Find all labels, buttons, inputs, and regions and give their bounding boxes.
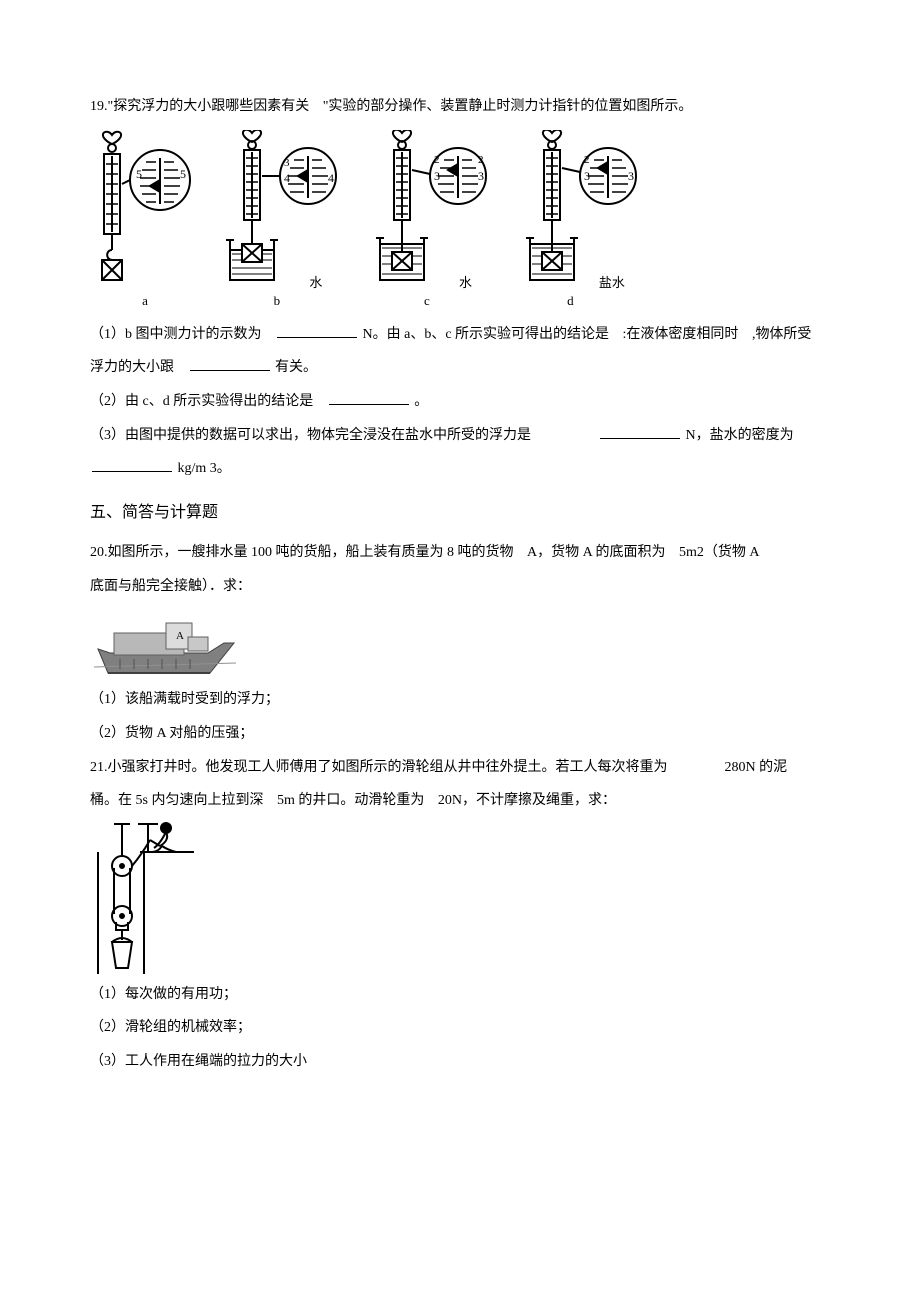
q20-p2: （2）货物 A 对船的压强； xyxy=(90,717,840,751)
svg-text:3: 3 xyxy=(584,169,590,183)
svg-text:4: 4 xyxy=(328,171,334,185)
blank xyxy=(190,356,270,371)
q20-p1: （1）该船满载时受到的浮力； xyxy=(90,683,840,717)
q21-p3: （3）工人作用在绳端的拉力的大小 xyxy=(90,1045,840,1079)
svg-text:A: A xyxy=(176,630,184,642)
blank xyxy=(277,323,357,338)
blank xyxy=(600,424,680,439)
svg-text:2: 2 xyxy=(478,154,484,166)
q21-p1: （1）每次做的有用功； xyxy=(90,978,840,1012)
q19-intro-b: "实验的部分操作、装置静止时测力计指针的位置如图所示。 xyxy=(323,99,693,114)
svg-text:5: 5 xyxy=(180,167,186,181)
q19-p2: （2）由 c、d 所示实验得出的结论是 。 xyxy=(90,385,840,419)
q19-fig-c: 2 2 3 3 c 水 xyxy=(370,130,500,316)
svg-text:2: 2 xyxy=(434,154,440,166)
q19-intro-a: 19."探究浮力的大小跟哪些因素有关 xyxy=(90,99,309,114)
blank xyxy=(92,457,172,472)
q19-intro: 19."探究浮力的大小跟哪些因素有关 "实验的部分操作、装置静止时测力计指针的位… xyxy=(90,90,840,124)
q19-label-a: a xyxy=(142,285,148,316)
svg-text:4: 4 xyxy=(284,171,290,185)
q19-label-c: c xyxy=(424,293,430,308)
blank xyxy=(329,390,409,405)
q21-figure xyxy=(90,818,840,978)
q19-fig-d: 2 3 3 d 盐水 xyxy=(520,130,650,316)
q19-label-d: d xyxy=(567,293,574,308)
q21-line1: 21.小强家打井时。他发现工人师傅用了如图所示的滑轮组从井中往外提土。若工人每次… xyxy=(90,751,840,785)
q20-line2: 底面与船完全接触）．求： xyxy=(90,570,840,604)
section5-title: 五、简答与计算题 xyxy=(90,494,840,532)
q20-figure: A xyxy=(90,603,840,683)
q19-p1: （1）b 图中测力计的示数为 N。由 a、b、c 所示实验可得出的结论是 :在液… xyxy=(90,318,840,352)
q19-label-b: b xyxy=(274,293,281,308)
q21-p2: （2）滑轮组的机械效率； xyxy=(90,1011,840,1045)
svg-text:3: 3 xyxy=(628,169,634,183)
svg-text:5: 5 xyxy=(136,167,142,181)
svg-text:3: 3 xyxy=(478,169,484,183)
q19-fig-a: 5 5 a xyxy=(90,130,200,316)
svg-text:3: 3 xyxy=(284,157,290,169)
svg-text:3: 3 xyxy=(434,169,440,183)
q19-p3: （3）由图中提供的数据可以求出，物体完全浸没在盐水中所受的浮力是 N，盐水的密度… xyxy=(90,419,840,453)
svg-text:2: 2 xyxy=(584,154,590,166)
q19-p3b: kg/m 3。 xyxy=(90,452,840,486)
q19-p1b: 浮力的大小跟 有关。 xyxy=(90,351,840,385)
q20-line1: 20.如图所示，一艘排水量 100 吨的货船，船上装有质量为 8 吨的货物 A，… xyxy=(90,536,840,570)
q19-figure: 5 5 a xyxy=(90,130,840,316)
q19-fig-b: 3 4 4 b 水 xyxy=(220,130,350,316)
q21-line2: 桶。在 5s 内匀速向上拉到深 5m 的井口。动滑轮重为 20N，不计摩擦及绳重… xyxy=(90,784,840,818)
